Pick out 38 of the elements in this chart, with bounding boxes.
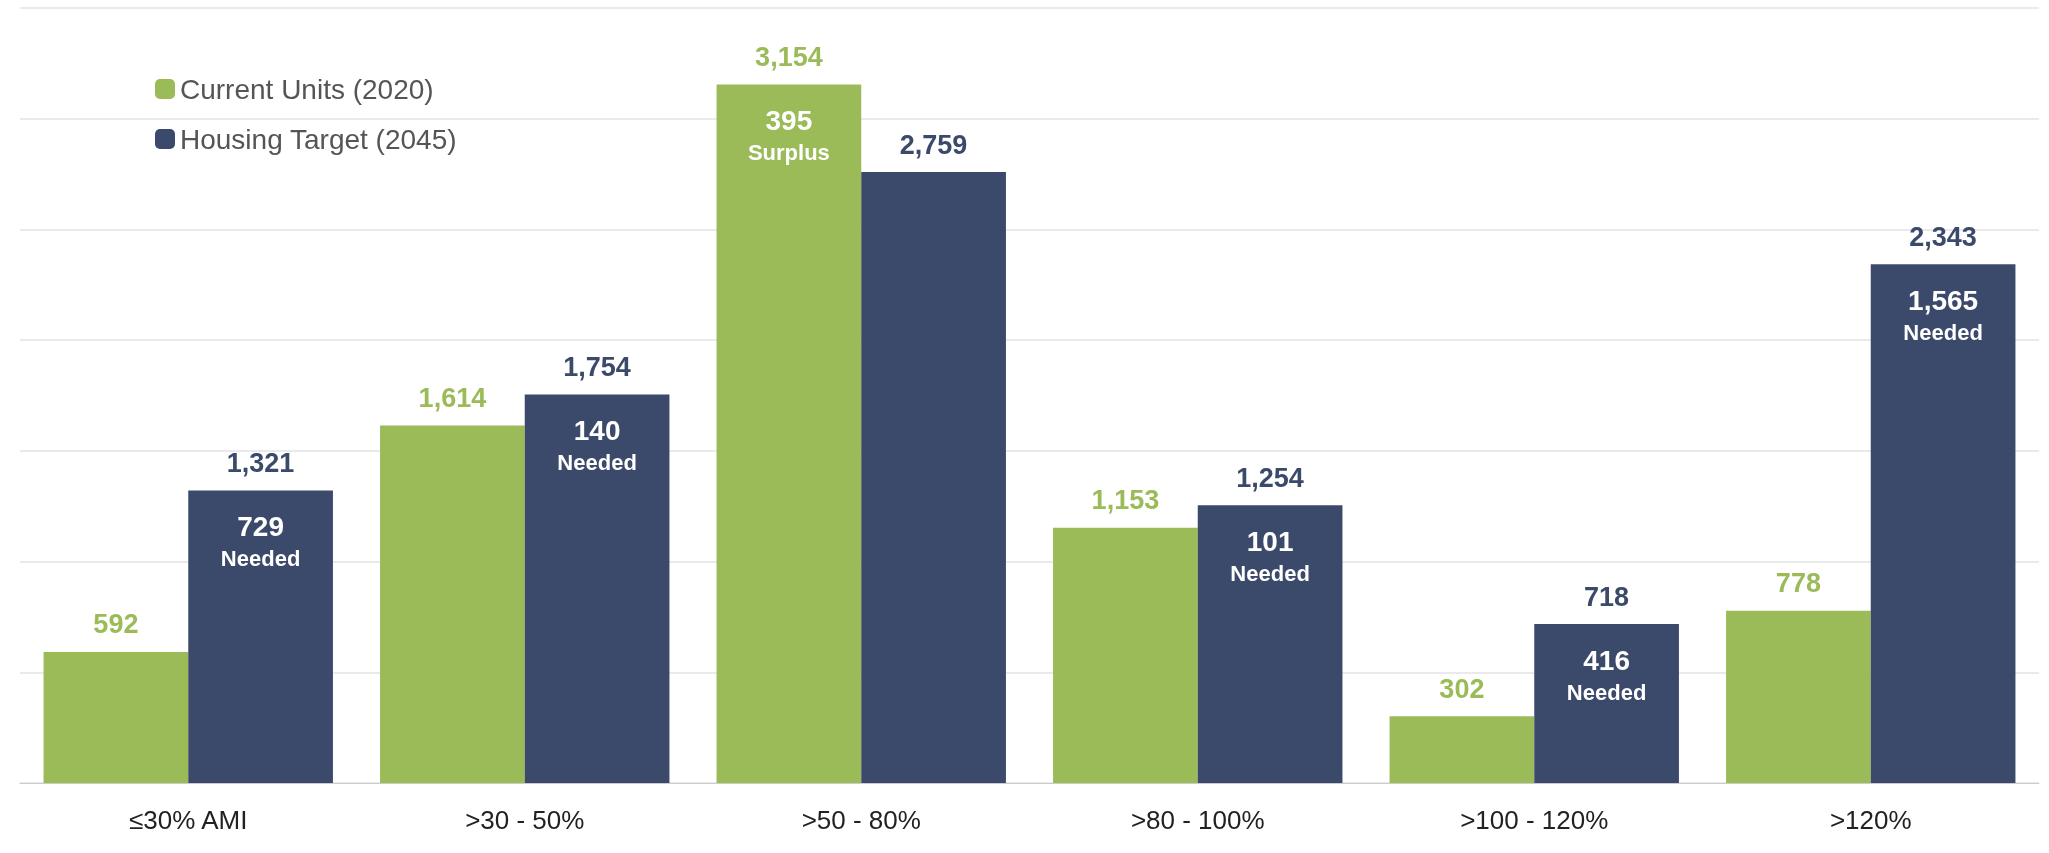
data-label: 1,614 xyxy=(418,383,487,414)
bar xyxy=(380,425,525,783)
bar xyxy=(861,172,1006,783)
data-label: 3,154 xyxy=(755,42,823,73)
bar xyxy=(1870,264,2016,783)
bar xyxy=(1053,527,1198,783)
bar xyxy=(1197,505,1343,783)
bar xyxy=(524,394,670,783)
legend-label: Current Units (2020) xyxy=(180,73,434,105)
x-tick-label: >50 - 80% xyxy=(801,805,921,835)
annotation: 140 Needed xyxy=(557,415,637,476)
data-label: 718 xyxy=(1584,581,1630,612)
bar xyxy=(43,651,189,783)
bar xyxy=(1389,716,1535,783)
data-label: 1,254 xyxy=(1236,462,1304,493)
annotation: 1,565 Needed xyxy=(1903,284,1983,345)
x-tick-label: >30 - 50% xyxy=(465,805,585,835)
bar xyxy=(1534,624,1679,783)
x-tick-label: >100 - 120% xyxy=(1460,805,1609,835)
data-label: 592 xyxy=(93,609,139,640)
data-label: 2,343 xyxy=(1909,221,1977,252)
data-label: 1,321 xyxy=(226,447,295,478)
annotation: 101 Needed xyxy=(1230,525,1310,586)
annotation: 416 Needed xyxy=(1566,644,1647,705)
x-tick-label: ≤30% AMI xyxy=(129,805,248,835)
legend-label: Housing Target (2045) xyxy=(180,123,457,155)
data-label: 1,754 xyxy=(563,352,631,383)
bar xyxy=(716,84,862,783)
data-label: 778 xyxy=(1775,568,1821,599)
data-label: 1,153 xyxy=(1091,485,1160,516)
bar xyxy=(1726,610,1871,783)
x-tick-label: >80 - 100% xyxy=(1130,805,1265,835)
x-tick-label: >120% xyxy=(1829,805,1912,835)
data-label: 2,759 xyxy=(899,129,968,160)
bar xyxy=(188,490,333,783)
data-label: 302 xyxy=(1439,673,1485,704)
annotation: 395 Surplus xyxy=(747,105,830,166)
annotation: 729 Needed xyxy=(220,510,301,571)
